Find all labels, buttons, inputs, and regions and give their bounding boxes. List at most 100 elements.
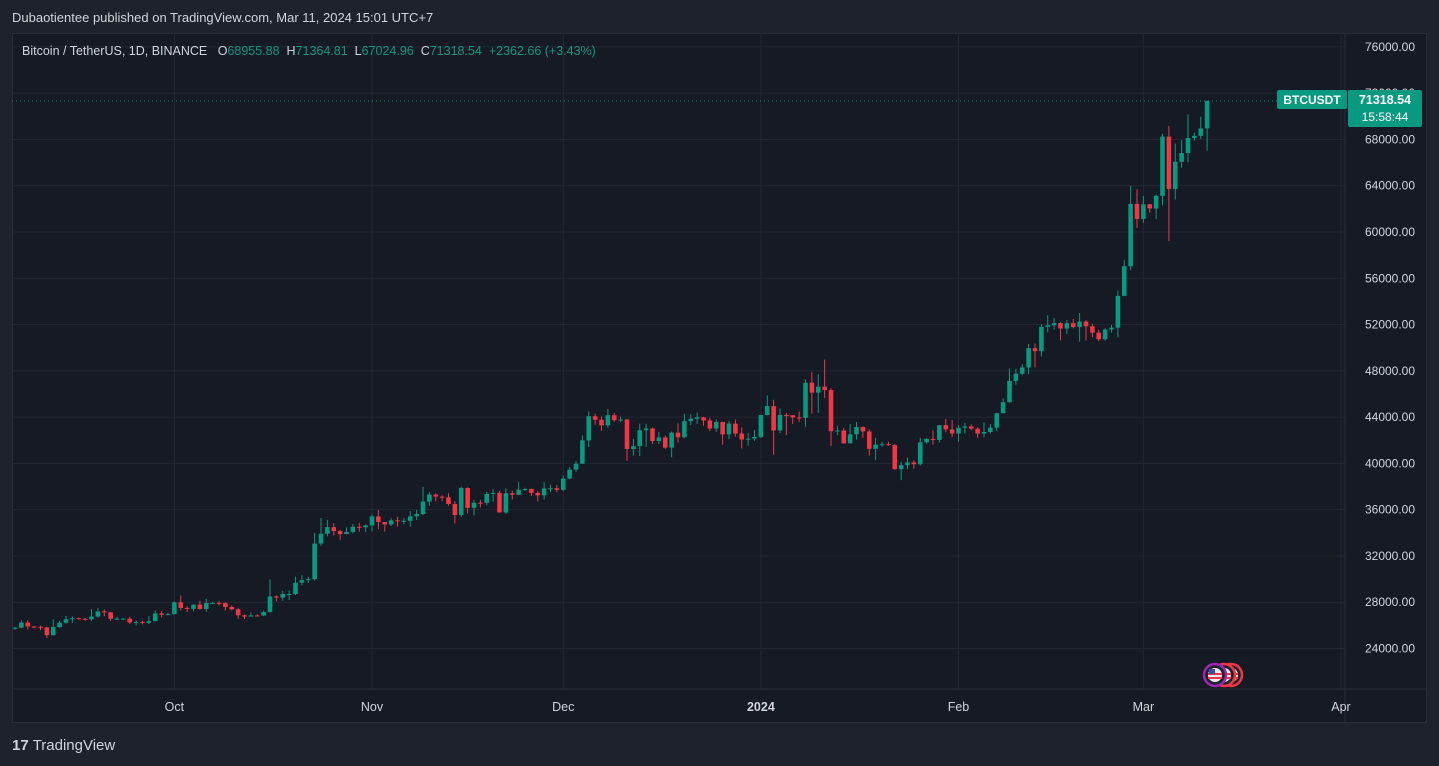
- time-tick-label: Nov: [361, 700, 384, 714]
- candle: [1134, 189, 1140, 228]
- candle: [280, 590, 286, 601]
- economic-events[interactable]: [1202, 662, 1244, 688]
- candle: [1096, 329, 1102, 342]
- candle-body: [465, 487, 470, 508]
- candle-body: [63, 619, 69, 623]
- us-flag-event-icon[interactable]: [1202, 662, 1228, 688]
- candle-body: [694, 417, 700, 419]
- candle: [956, 425, 961, 442]
- candle: [994, 412, 1000, 432]
- candle: [465, 487, 470, 514]
- candle-body: [420, 501, 426, 515]
- legend-close-label: C: [420, 44, 430, 58]
- candle: [89, 609, 94, 621]
- candle: [76, 617, 82, 620]
- candle-body: [229, 606, 235, 610]
- candle-body: [82, 618, 88, 620]
- candle: [784, 413, 789, 436]
- candle: [210, 601, 215, 604]
- candle-body: [688, 418, 694, 422]
- candle: [350, 523, 356, 534]
- candle: [363, 524, 368, 532]
- candle: [478, 499, 483, 508]
- candle: [554, 484, 560, 493]
- candle-body: [1204, 101, 1210, 129]
- candle: [796, 411, 802, 422]
- candle-body: [586, 416, 592, 441]
- candle: [764, 395, 770, 416]
- price-axis[interactable]: 24000.00 28000.00 32000.00 36000.00 40000.00…: [1365, 40, 1415, 656]
- candle: [344, 527, 349, 535]
- candle: [847, 424, 853, 444]
- candle: [1045, 315, 1051, 333]
- candle-body: [675, 432, 681, 438]
- candle: [981, 422, 987, 438]
- candle: [828, 388, 834, 447]
- candle: [1083, 320, 1089, 341]
- candle: [1051, 317, 1057, 330]
- candle-body: [312, 543, 317, 580]
- candle: [567, 467, 572, 480]
- candle-body: [152, 613, 158, 622]
- candle-body: [981, 432, 987, 434]
- candle-body: [713, 421, 719, 429]
- candle: [382, 521, 388, 532]
- candle: [70, 616, 75, 623]
- candle-body: [548, 488, 553, 490]
- candle-body: [988, 427, 993, 433]
- candle-body: [886, 444, 891, 446]
- candle: [427, 492, 432, 506]
- candle-body: [835, 430, 840, 432]
- candle-body: [1134, 203, 1140, 219]
- candle-body: [509, 493, 515, 495]
- legend-symbol[interactable]: Bitcoin / TetherUS, 1D, BINANCE: [22, 44, 208, 58]
- time-tick-label: Apr: [1331, 700, 1350, 714]
- tradingview-footer[interactable]: 17 TradingView: [12, 737, 115, 754]
- candle: [752, 429, 757, 441]
- price-tick-label: 36000.00: [1365, 503, 1415, 517]
- time-axis[interactable]: Oct Nov Dec 2024 Feb Mar Apr: [165, 700, 1351, 714]
- candle: [152, 610, 158, 622]
- candle: [274, 595, 279, 602]
- legend-high-label: H: [286, 44, 296, 58]
- time-tick-label: Feb: [948, 700, 970, 714]
- candle-body: [560, 478, 566, 490]
- candle: [662, 435, 668, 449]
- candle: [1102, 328, 1108, 341]
- price-tag-countdown: 15:58:44: [1362, 110, 1409, 124]
- candle-body: [382, 522, 388, 525]
- candle-body: [752, 437, 757, 439]
- candle: [605, 409, 611, 428]
- candle-body: [726, 423, 732, 435]
- candle-body: [764, 406, 770, 416]
- candle: [917, 437, 923, 466]
- candle: [873, 437, 878, 461]
- candle-body: [121, 618, 126, 620]
- candle: [580, 435, 585, 464]
- candles: [12, 100, 1210, 639]
- candle-body: [89, 616, 94, 620]
- candle: [586, 411, 592, 447]
- candle: [560, 475, 566, 492]
- candle: [286, 590, 292, 601]
- candle: [1153, 194, 1159, 220]
- candle: [637, 423, 643, 457]
- candle: [1070, 319, 1076, 329]
- price-tag-price: 71318.54: [1359, 93, 1411, 107]
- candle-body: [803, 382, 808, 418]
- candle-body: [580, 440, 585, 464]
- candle-body: [905, 462, 910, 466]
- price-tick-label: 44000.00: [1365, 410, 1415, 424]
- candle: [573, 461, 579, 472]
- legend-change: +2362.66 (+3.43%): [488, 44, 596, 58]
- candle-body: [280, 594, 286, 598]
- time-tick-label: Oct: [165, 700, 185, 714]
- chart-frame[interactable]: [12, 33, 1427, 723]
- candle-body: [1058, 323, 1063, 329]
- candle: [866, 429, 872, 456]
- candle-body: [529, 488, 534, 493]
- time-tick-label: Mar: [1133, 700, 1155, 714]
- candle: [172, 601, 177, 615]
- candle: [803, 379, 808, 427]
